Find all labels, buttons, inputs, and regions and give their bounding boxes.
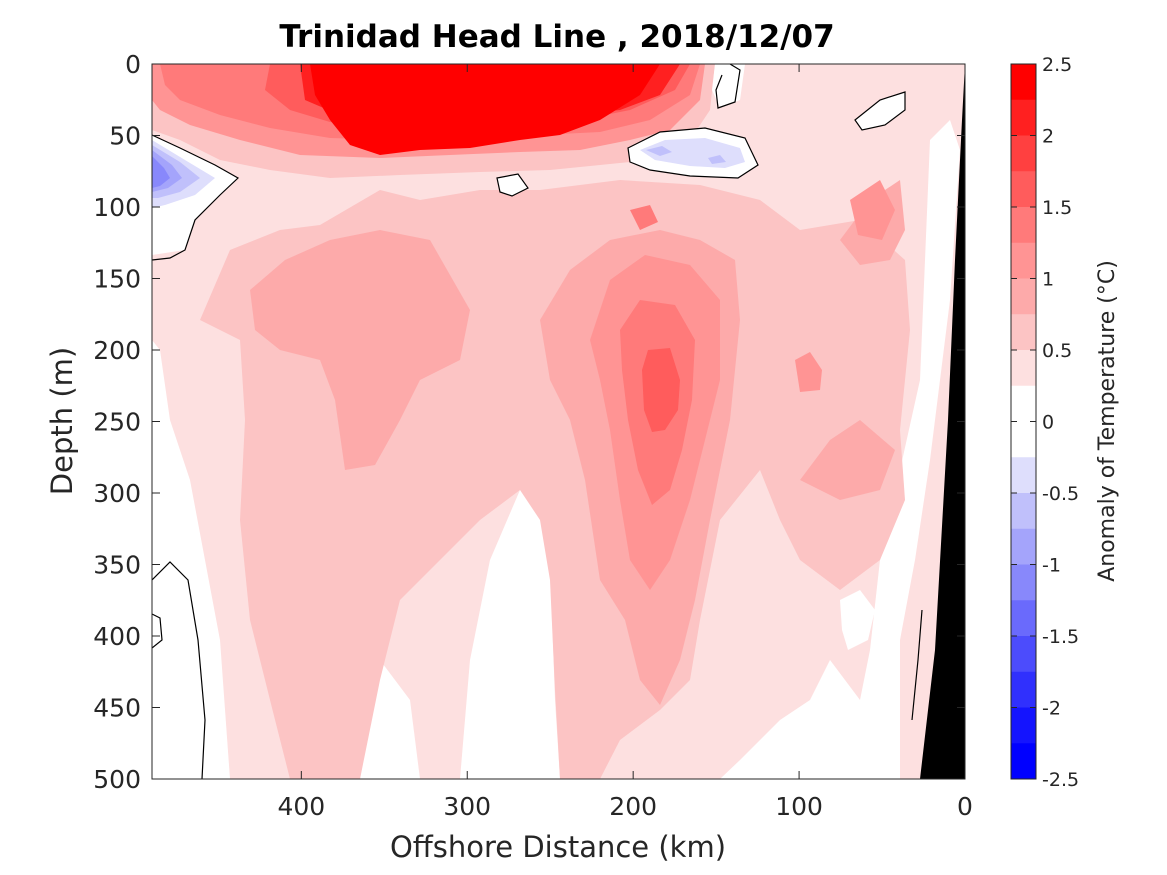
x-tick-label: 200 xyxy=(609,792,657,821)
y-tick-label: 500 xyxy=(93,765,141,794)
colorbar-swatch xyxy=(1011,528,1036,565)
y-tick-label: 450 xyxy=(93,694,141,723)
x-tick-label: 0 xyxy=(957,792,973,821)
colorbar-swatch xyxy=(1011,600,1036,637)
contour-fill-white-patch-a xyxy=(712,64,745,108)
zero-contour-line-deep-west xyxy=(152,561,206,779)
anomaly-contours xyxy=(152,64,965,779)
colorbar-swatch xyxy=(1011,636,1036,673)
colorbar-tick-label: 1.5 xyxy=(1042,197,1072,219)
seafloor-bathymetry xyxy=(920,64,965,779)
colorbar-tick-label: -1 xyxy=(1042,555,1061,577)
colorbar-swatch xyxy=(1011,421,1036,458)
colorbar-tick-label: -0.5 xyxy=(1042,483,1079,505)
colorbar-swatch xyxy=(1011,207,1036,244)
x-axis-label: Offshore Distance (km) xyxy=(390,830,726,864)
colorbar-swatch xyxy=(1011,171,1036,208)
y-tick-label: 50 xyxy=(109,122,141,151)
colorbar-swatch xyxy=(1011,671,1036,708)
x-tick-label: 400 xyxy=(277,792,325,821)
colorbar-swatch xyxy=(1011,743,1036,780)
y-tick-label: 300 xyxy=(93,479,141,508)
contour-fill-white-patch-d xyxy=(840,590,875,650)
contour-fill-white-patch-c xyxy=(497,174,528,196)
plot-area xyxy=(152,64,965,779)
contour-fill-0.75 xyxy=(250,180,905,705)
zero-contour-line-c xyxy=(496,173,529,197)
colorbar-tick-label: -1.5 xyxy=(1042,626,1079,648)
colorbar-swatch xyxy=(1011,314,1036,351)
zero-contour-line-a xyxy=(715,64,741,109)
contour-fill-1.5 xyxy=(642,348,680,432)
colorbar-swatch xyxy=(1011,64,1036,101)
zero-contour-line-b xyxy=(854,91,906,131)
contour-fill-white-patch-b xyxy=(855,92,905,130)
zero-contour-line-west xyxy=(152,134,240,261)
colorbar: 2.5 2 1.5 1 0.5 0 -0.5 -1 -1.5 -2 -2.5 xyxy=(1010,54,1079,791)
contour-fill-cold-west-4 xyxy=(152,156,170,188)
colorbar-swatch xyxy=(1011,457,1036,494)
colorbar-swatch xyxy=(1011,99,1036,136)
colorbar-label: Anomaly of Temperature (°C) xyxy=(1095,260,1120,582)
colorbar-swatch xyxy=(1011,707,1036,744)
y-tick-label: 200 xyxy=(93,336,141,365)
x-axis-ticks: 400 300 200 100 0 xyxy=(277,64,973,821)
colorbar-swatch xyxy=(1011,385,1036,422)
contour-fill-cold-mid-2 xyxy=(646,146,726,164)
x-tick-label: 300 xyxy=(443,792,491,821)
colorbar-tick-label: 2.5 xyxy=(1042,54,1072,76)
zero-contour-line-deep-east xyxy=(911,609,923,721)
zero-contour-line-deep-west-2 xyxy=(152,613,163,649)
y-tick-label: 100 xyxy=(93,193,141,222)
y-tick-label: 250 xyxy=(93,408,141,437)
contour-fill-surface-warm-6 xyxy=(310,64,660,155)
zero-contour-line-mid xyxy=(627,127,759,179)
colorbar-tick-label: -2 xyxy=(1042,698,1061,720)
colorbar-swatch xyxy=(1011,242,1036,279)
y-axis-ticks: 0 50 100 150 200 250 300 350 400 450 500 xyxy=(93,50,965,794)
colorbar-swatch xyxy=(1011,278,1036,315)
colorbar-tick-label: 2 xyxy=(1042,126,1054,148)
y-tick-label: 0 xyxy=(125,50,141,79)
colorbar-swatch xyxy=(1011,493,1036,530)
x-tick-label: 100 xyxy=(775,792,823,821)
colorbar-tick-label: 0.5 xyxy=(1042,340,1072,362)
colorbar-swatch xyxy=(1011,350,1036,387)
colorbar-swatch xyxy=(1011,564,1036,601)
colorbar-tick-label: 0 xyxy=(1042,412,1054,434)
y-tick-label: 400 xyxy=(93,622,141,651)
chart-title: Trinidad Head Line , 2018/12/07 xyxy=(279,19,834,55)
colorbar-swatch xyxy=(1011,135,1036,172)
y-axis-label: Depth (m) xyxy=(45,347,79,495)
y-tick-label: 350 xyxy=(93,551,141,580)
colorbar-tick-label: -2.5 xyxy=(1042,769,1079,791)
colorbar-tick-label: 1 xyxy=(1042,269,1054,291)
y-tick-label: 150 xyxy=(93,265,141,294)
